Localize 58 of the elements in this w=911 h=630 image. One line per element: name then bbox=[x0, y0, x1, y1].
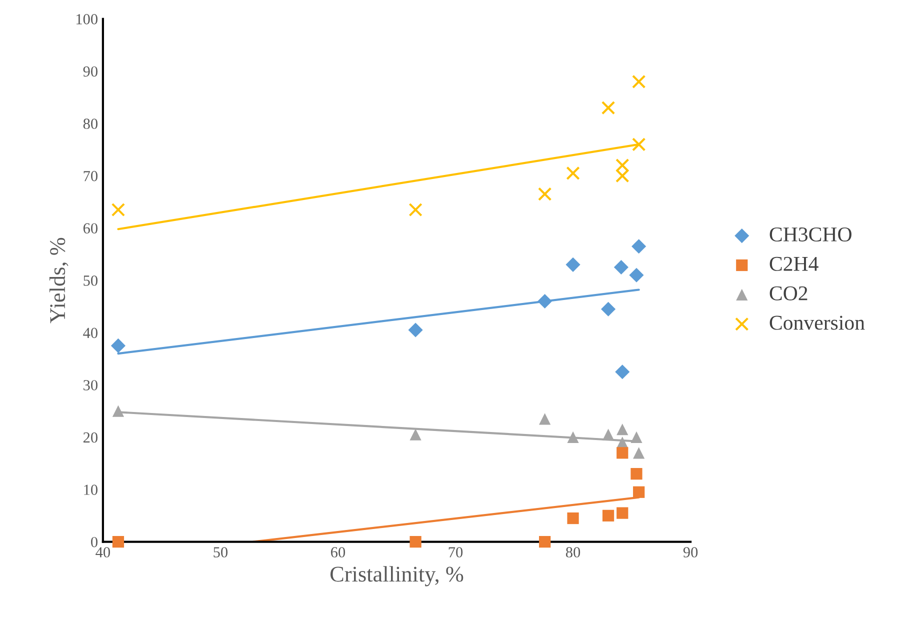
y-tick-label: 70 bbox=[84, 170, 98, 182]
point bbox=[630, 468, 642, 480]
point bbox=[632, 239, 646, 254]
x-tick-label: 70 bbox=[448, 547, 463, 558]
legend-label: Conversion bbox=[770, 316, 865, 330]
x-tick-label: 40 bbox=[96, 547, 110, 558]
point bbox=[110, 338, 126, 353]
point bbox=[566, 257, 580, 272]
point bbox=[408, 322, 423, 338]
point bbox=[567, 431, 579, 444]
point bbox=[410, 536, 422, 548]
point bbox=[630, 431, 642, 444]
point bbox=[614, 260, 628, 275]
legend-label: CH3CHO bbox=[770, 227, 852, 242]
point bbox=[616, 447, 628, 459]
point bbox=[538, 294, 552, 309]
point bbox=[410, 428, 422, 440]
y-tick-label: 90 bbox=[83, 66, 98, 77]
y-axis-title: Yields, % bbox=[49, 238, 68, 324]
x-axis-title: Cristallinity, % bbox=[330, 566, 464, 586]
point bbox=[633, 486, 645, 498]
y-tick-label: 30 bbox=[84, 380, 98, 390]
x-tick-label: 60 bbox=[331, 547, 346, 558]
point bbox=[602, 510, 614, 522]
point bbox=[601, 100, 616, 115]
point bbox=[538, 187, 552, 201]
x-tick-label: 90 bbox=[683, 547, 698, 558]
point bbox=[602, 428, 614, 440]
point bbox=[632, 138, 646, 152]
point bbox=[112, 536, 124, 548]
point bbox=[616, 168, 630, 183]
x-tick-label: 50 bbox=[214, 547, 228, 558]
point bbox=[629, 268, 644, 282]
point bbox=[539, 536, 551, 548]
y-tick-label: 100 bbox=[76, 14, 98, 24]
y-tick-label: 0 bbox=[91, 536, 98, 548]
legend-label: CO2 bbox=[770, 286, 808, 300]
point bbox=[616, 424, 628, 436]
y-tick-label: 10 bbox=[84, 484, 98, 495]
point bbox=[615, 364, 630, 380]
y-tick-label: 40 bbox=[83, 328, 98, 338]
point bbox=[112, 405, 124, 417]
y-tick-label: 80 bbox=[83, 118, 98, 129]
point bbox=[633, 447, 645, 459]
point bbox=[616, 158, 630, 172]
y-tick-label: 20 bbox=[83, 432, 98, 443]
point bbox=[600, 302, 616, 316]
point bbox=[566, 166, 580, 180]
point bbox=[408, 202, 422, 217]
point bbox=[567, 512, 579, 524]
y-tick-label: 50 bbox=[84, 275, 98, 286]
point bbox=[539, 413, 551, 425]
legend-label: C2H4 bbox=[770, 256, 818, 271]
point bbox=[632, 74, 646, 89]
y-tick-label: 60 bbox=[83, 223, 98, 234]
point bbox=[616, 507, 628, 519]
x-tick-label: 80 bbox=[566, 547, 580, 558]
point bbox=[111, 202, 126, 217]
